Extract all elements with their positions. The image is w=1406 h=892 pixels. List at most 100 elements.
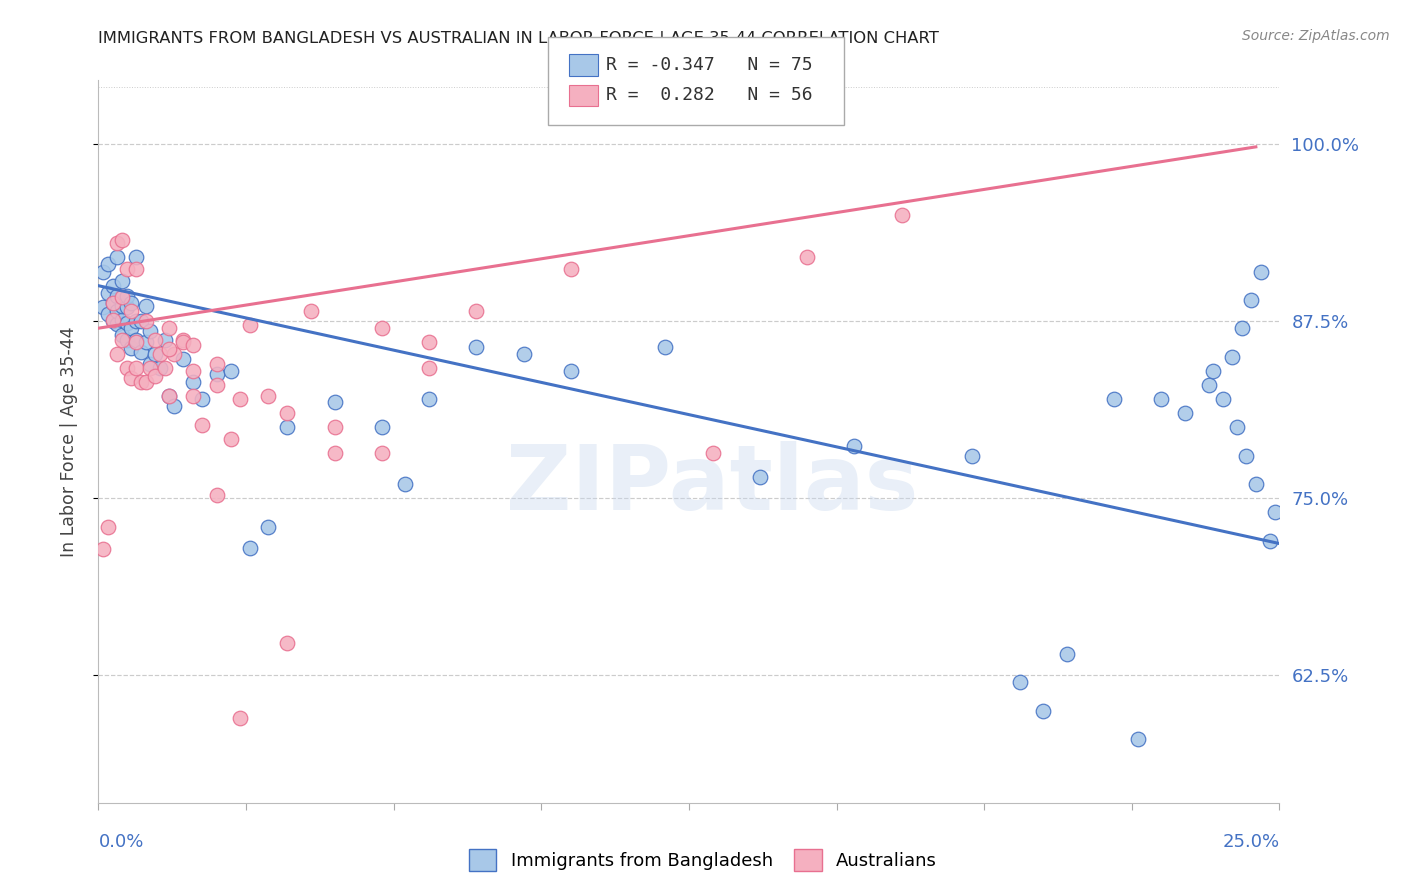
Point: [129, 345, 152, 359]
Point: [125, 314, 148, 328]
Text: R = -0.347   N = 75: R = -0.347 N = 75: [606, 56, 813, 74]
Point: [139, 360, 162, 375]
Point: [371, 420, 394, 434]
Point: [101, 278, 124, 293]
Point: [97, 307, 120, 321]
Point: [205, 488, 228, 502]
Text: ZIPatlas: ZIPatlas: [506, 441, 918, 529]
Point: [205, 377, 228, 392]
Point: [1102, 392, 1125, 406]
Point: [1150, 392, 1173, 406]
Point: [205, 367, 228, 381]
Point: [299, 304, 322, 318]
Point: [418, 360, 440, 375]
Point: [101, 314, 124, 328]
Point: [105, 347, 128, 361]
Point: [276, 636, 298, 650]
Point: [125, 251, 148, 265]
Point: [115, 300, 138, 314]
Point: [115, 261, 138, 276]
Point: [139, 357, 162, 371]
Point: [135, 299, 157, 313]
Point: [181, 338, 204, 352]
Point: [1244, 477, 1267, 491]
Point: [796, 251, 818, 265]
Point: [276, 420, 298, 434]
Point: [111, 275, 134, 289]
Point: [143, 369, 166, 384]
Point: [129, 375, 152, 389]
Point: [157, 321, 180, 335]
Point: [172, 352, 194, 367]
Point: [91, 542, 114, 557]
Point: [205, 357, 228, 371]
Point: [163, 347, 186, 361]
Point: [121, 295, 143, 310]
Point: [1056, 647, 1078, 661]
Point: [191, 392, 214, 406]
Point: [1126, 732, 1149, 747]
Point: [91, 264, 114, 278]
Point: [157, 343, 180, 357]
Point: [1008, 675, 1031, 690]
Point: [323, 395, 346, 409]
Point: [121, 321, 143, 335]
Point: [1240, 293, 1263, 307]
Point: [394, 477, 416, 491]
Point: [654, 340, 676, 354]
Text: Source: ZipAtlas.com: Source: ZipAtlas.com: [1241, 29, 1389, 43]
Point: [105, 288, 128, 302]
Point: [111, 328, 134, 343]
Point: [149, 347, 172, 361]
Point: [276, 406, 298, 420]
Point: [219, 364, 242, 378]
Point: [229, 711, 252, 725]
Point: [115, 333, 138, 347]
Point: [101, 295, 124, 310]
Point: [125, 360, 148, 375]
Point: [371, 446, 394, 460]
Point: [153, 360, 176, 375]
Point: [97, 257, 120, 271]
Point: [1174, 406, 1197, 420]
Point: [890, 208, 912, 222]
Point: [323, 420, 346, 434]
Text: R =  0.282   N = 56: R = 0.282 N = 56: [606, 87, 813, 104]
Point: [1264, 505, 1286, 519]
Point: [1226, 420, 1249, 434]
Point: [111, 290, 134, 304]
Point: [143, 347, 166, 361]
Point: [1032, 704, 1054, 718]
Point: [465, 304, 488, 318]
Point: [181, 375, 204, 389]
Point: [135, 335, 157, 350]
Point: [121, 304, 143, 318]
Point: [748, 470, 770, 484]
Point: [219, 432, 242, 446]
Point: [115, 360, 138, 375]
Point: [105, 236, 128, 251]
Point: [125, 261, 148, 276]
Y-axis label: In Labor Force | Age 35-44: In Labor Force | Age 35-44: [59, 326, 77, 557]
Point: [560, 261, 582, 276]
Point: [125, 335, 148, 350]
Point: [181, 389, 204, 403]
Point: [115, 316, 138, 330]
Legend: Immigrants from Bangladesh, Australians: Immigrants from Bangladesh, Australians: [463, 842, 943, 879]
Text: IMMIGRANTS FROM BANGLADESH VS AUSTRALIAN IN LABOR FORCE | AGE 35-44 CORRELATION : IMMIGRANTS FROM BANGLADESH VS AUSTRALIAN…: [98, 31, 939, 47]
Text: 0.0%: 0.0%: [98, 833, 143, 851]
Point: [97, 519, 120, 533]
Point: [239, 318, 262, 333]
Point: [157, 389, 180, 403]
Point: [418, 392, 440, 406]
Point: [149, 360, 172, 375]
Point: [1250, 264, 1272, 278]
Point: [105, 317, 128, 331]
Point: [239, 541, 262, 555]
Point: [139, 324, 162, 338]
Point: [105, 251, 128, 265]
Point: [105, 304, 128, 318]
Point: [371, 321, 394, 335]
Point: [418, 335, 440, 350]
Point: [962, 449, 984, 463]
